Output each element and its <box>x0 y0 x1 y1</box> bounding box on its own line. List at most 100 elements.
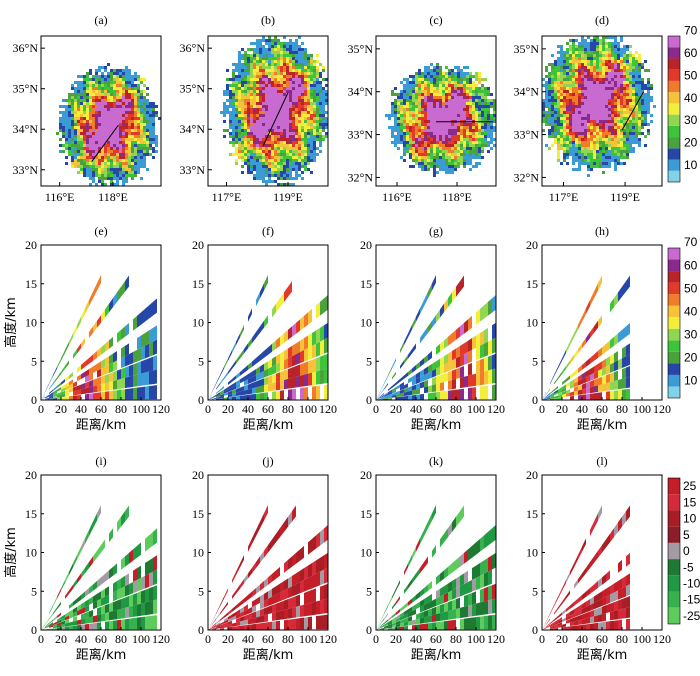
echo-cell <box>647 96 650 99</box>
echo-cell <box>241 135 244 138</box>
echo-cell <box>116 90 119 93</box>
echo-cell <box>617 150 620 153</box>
echo-cell <box>101 108 104 111</box>
echo-cell <box>572 63 575 66</box>
echo-cell <box>256 135 259 138</box>
echo-cell <box>623 129 626 132</box>
echo-cell <box>563 66 566 69</box>
echo-cell <box>593 120 596 123</box>
echo-cell <box>436 165 439 168</box>
echo-cell <box>65 147 68 150</box>
echo-cell <box>262 153 265 156</box>
echo-cell <box>412 159 415 162</box>
echo-cell <box>596 54 599 57</box>
echo-cell <box>439 111 442 114</box>
echo-cell <box>74 111 77 114</box>
echo-cell <box>439 102 442 105</box>
echo-cell <box>578 159 581 162</box>
echo-cell <box>611 117 614 120</box>
echo-cell <box>605 132 608 135</box>
echo-cell <box>593 156 596 159</box>
beam-cell <box>77 389 81 395</box>
echo-cell <box>433 99 436 102</box>
echo-cell <box>572 72 575 75</box>
echo-cell <box>274 48 277 51</box>
echo-cell <box>602 171 605 174</box>
echo-cell <box>238 75 241 78</box>
echo-cell <box>472 84 475 87</box>
echo-cell <box>277 135 280 138</box>
echo-cell <box>638 138 641 141</box>
echo-cell <box>632 114 635 117</box>
echo-cell <box>283 147 286 150</box>
echo-cell <box>68 93 71 96</box>
echo-cell <box>65 126 68 129</box>
echo-cell <box>436 150 439 153</box>
echo-cell <box>238 135 241 138</box>
beam-cell <box>49 393 53 397</box>
lat-tick-label: 35°N <box>180 82 206 96</box>
echo-cell <box>83 138 86 141</box>
echo-cell <box>412 90 415 93</box>
echo-cell <box>310 72 313 75</box>
echo-cell <box>469 135 472 138</box>
echo-cell <box>152 141 155 144</box>
echo-cell <box>427 102 430 105</box>
echo-cell <box>71 93 74 96</box>
echo-cell <box>575 45 578 48</box>
echo-cell <box>95 69 98 72</box>
echo-cell <box>427 96 430 99</box>
echo-cell <box>427 162 430 165</box>
echo-cell <box>454 87 457 90</box>
beam-cell <box>296 375 300 388</box>
beam-cell <box>117 378 121 390</box>
echo-cell <box>560 51 563 54</box>
echo-cell <box>617 75 620 78</box>
echo-cell <box>110 153 113 156</box>
echo-cell <box>409 153 412 156</box>
echo-cell <box>59 117 62 120</box>
echo-cell <box>638 66 641 69</box>
echo-cell <box>563 147 566 150</box>
echo-cell <box>475 78 478 81</box>
echo-cell <box>463 87 466 90</box>
echo-cell <box>116 144 119 147</box>
beam-cell <box>137 312 141 328</box>
echo-cell <box>274 63 277 66</box>
echo-cell <box>295 57 298 60</box>
echo-cell <box>256 96 259 99</box>
echo-cell <box>611 111 614 114</box>
echo-cell <box>298 96 301 99</box>
echo-cell <box>557 126 560 129</box>
echo-cell <box>98 108 101 111</box>
echo-cell <box>436 123 439 126</box>
echo-cell <box>647 78 650 81</box>
echo-cell <box>400 81 403 84</box>
echo-cell <box>125 168 128 171</box>
echo-cell <box>596 126 599 129</box>
echo-cell <box>587 60 590 63</box>
echo-cell <box>256 84 259 87</box>
echo-cell <box>71 132 74 135</box>
echo-cell <box>83 165 86 168</box>
echo-cell <box>298 138 301 141</box>
echo-cell <box>286 96 289 99</box>
echo-cell <box>268 102 271 105</box>
echo-cell <box>412 129 415 132</box>
echo-cell <box>439 84 442 87</box>
beam-cell <box>97 376 101 386</box>
echo-cell <box>116 78 119 81</box>
echo-cell <box>74 141 77 144</box>
echo-cell <box>310 120 313 123</box>
echo-cell <box>472 165 475 168</box>
echo-cell <box>128 135 131 138</box>
echo-cell <box>107 87 110 90</box>
echo-cell <box>268 105 271 108</box>
echo-cell <box>229 111 232 114</box>
echo-cell <box>545 87 548 90</box>
echo-cell <box>397 141 400 144</box>
echo-cell <box>235 102 238 105</box>
echo-cell <box>397 108 400 111</box>
echo-cell <box>277 144 280 147</box>
echo-cell <box>451 135 454 138</box>
